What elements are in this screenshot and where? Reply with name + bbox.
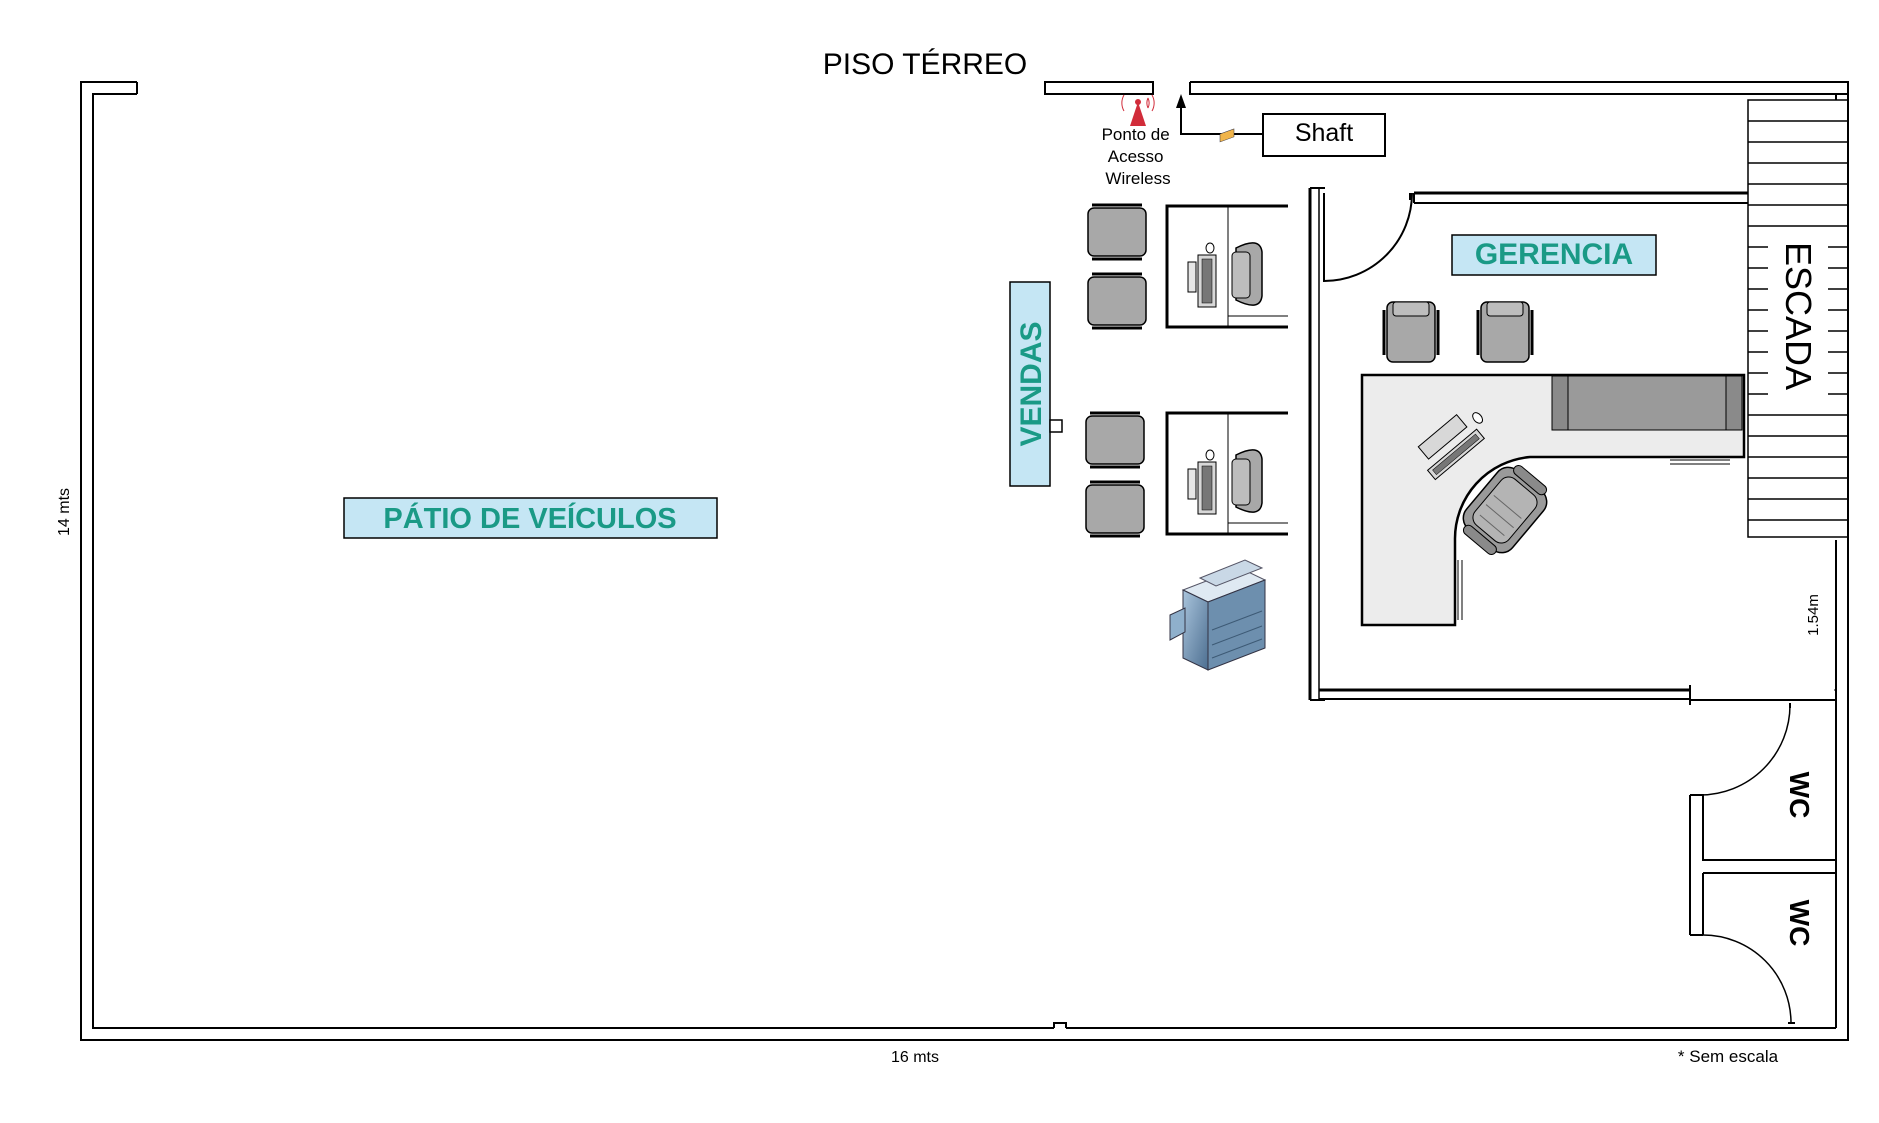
vendas-guest-chair-3 [1085,411,1145,469]
wireless-antenna-icon [1121,94,1155,126]
gerencia-label: GERENCIA [1451,234,1657,276]
plan-title: PISO TÉRREO [823,48,1028,81]
gerencia-walls [1308,187,1836,705]
stair-treads [1748,120,1848,521]
vendas-guest-chair-1 [1087,203,1147,261]
gerencia-guest-chair-right [1476,301,1534,363]
wc-lower-door [1702,934,1792,1024]
gerencia-guest-chair-left [1382,301,1440,363]
vendas-guest-chair-4 [1085,480,1145,538]
room-label-gerencia: GERENCIA [1475,238,1633,271]
wireless-label-line1: Ponto de [1102,125,1170,144]
dimension-height: 14 mts [56,488,73,536]
svg-text:Ponto de Acesso Wi: Ponto de Acesso Wireless [1102,125,1175,188]
scale-note: * Sem escala [1678,1047,1779,1066]
wc-upper-door [1699,704,1791,796]
patio-label: PÁTIO DE VEÍCULOS [343,497,718,539]
vendas-guest-chair-2 [1087,272,1147,330]
room-label-wc-lower: WC [1784,900,1815,947]
gerencia-l-desk [1360,373,1746,627]
room-label-escada: ESCADA [1778,242,1819,390]
staircase [1747,99,1849,538]
room-label-patio: PÁTIO DE VEÍCULOS [383,501,676,535]
wireless-access-point: Ponto de Acesso Wireless [1102,94,1175,188]
dimension-corridor: 1.54m [1805,594,1822,636]
gerencia-computer-icon [1417,412,1486,481]
vendas-computer-icon-1 [1187,242,1217,308]
room-label-wc-upper: WC [1784,772,1815,819]
shaft-label: Shaft [1295,119,1353,147]
vendas-office-chair-1 [1231,242,1263,306]
wireless-label-line2: Acesso [1108,147,1164,166]
copier-icon [1169,128,1267,671]
vendas-desk-2 [1165,411,1288,536]
vendas-computer-icon-2 [1187,449,1217,515]
gerencia-office-chair [1462,464,1548,556]
shaft: Shaft [1176,94,1386,157]
wc-lower-walls [1703,872,1837,1028]
vendas-office-chair-2 [1231,449,1263,513]
vendas-desk-1 [1165,204,1288,329]
wireless-label-line3: Wireless [1105,169,1170,188]
outer-walls [80,81,1849,1041]
room-label-vendas: VENDAS [1015,321,1048,446]
vendas-label: VENDAS [1009,281,1063,487]
dimension-width: 16 mts [891,1049,939,1066]
wc-rooms [1689,690,1837,1028]
